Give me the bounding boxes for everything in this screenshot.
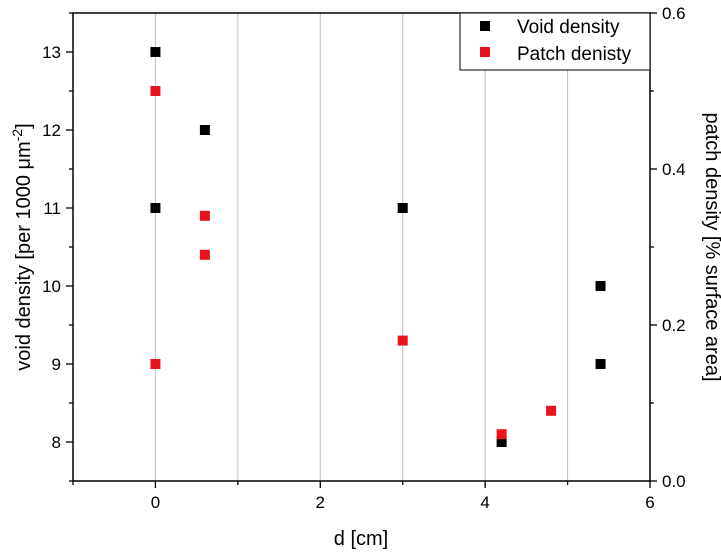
void-density-point (496, 437, 507, 447)
y-right-tick-label: 0.0 (662, 472, 686, 491)
data-points (150, 47, 606, 447)
legend-marker-void-density (480, 21, 490, 31)
plot-frame (72, 12, 651, 482)
x-tick-label: 4 (480, 493, 489, 512)
x-tick-label: 2 (316, 493, 325, 512)
legend-box (459, 12, 651, 71)
legend-label-patch-density: Patch denisty (517, 44, 632, 65)
void-density-point (595, 281, 606, 291)
y-left-tick-label: 8 (52, 433, 61, 452)
legend: Void density Patch denisty (459, 12, 651, 71)
patch-density-point (199, 249, 210, 260)
patch-density-point (150, 359, 161, 369)
patch-density-point (397, 335, 408, 346)
y-axis-left-title-close: ] (13, 123, 35, 129)
void-density-point (595, 359, 606, 369)
x-tick-label: 6 (645, 493, 654, 512)
y-axis-left-title: void density [per 1000 μm-2] (9, 123, 35, 370)
void-density-point (150, 203, 161, 213)
axis-ticks (66, 12, 657, 488)
void-density-point (199, 125, 210, 135)
y-axis-right-title: patch density [% surface area] (701, 112, 721, 381)
void-density-point (397, 203, 408, 213)
y-left-tick-label: 10 (42, 277, 61, 296)
legend-label-void-density: Void density (517, 17, 620, 38)
y-right-tick-label: 0.6 (662, 4, 686, 23)
y-left-tick-label: 13 (42, 43, 61, 62)
x-tick-label: 0 (151, 493, 160, 512)
grid-lines (154, 13, 569, 481)
patch-density-point (150, 86, 161, 96)
tick-labels: 0 2 4 6 8 9 10 11 12 13 0.0 0.2 0.4 0.6 (42, 4, 686, 512)
void-density-point (150, 47, 161, 57)
x-axis-title: d [cm] (334, 528, 388, 550)
patch-density-point (546, 405, 557, 416)
y-axis-left-title-unit: m (13, 141, 35, 158)
legend-marker-patch-density (480, 47, 490, 57)
y-right-tick-label: 0.2 (662, 316, 686, 335)
patch-density-point (199, 210, 210, 221)
y-left-tick-label: 9 (52, 355, 61, 374)
y-right-tick-label: 0.4 (662, 160, 686, 179)
y-axis-left-title-sup: -2 (9, 129, 25, 142)
patch-density-point (496, 429, 507, 440)
y-axis-left-title-mu: μ (13, 158, 35, 170)
y-axis-left-title-main: void density [per 1000 (13, 169, 35, 370)
y-left-tick-label: 12 (42, 121, 61, 140)
y-left-tick-label: 11 (43, 199, 61, 218)
